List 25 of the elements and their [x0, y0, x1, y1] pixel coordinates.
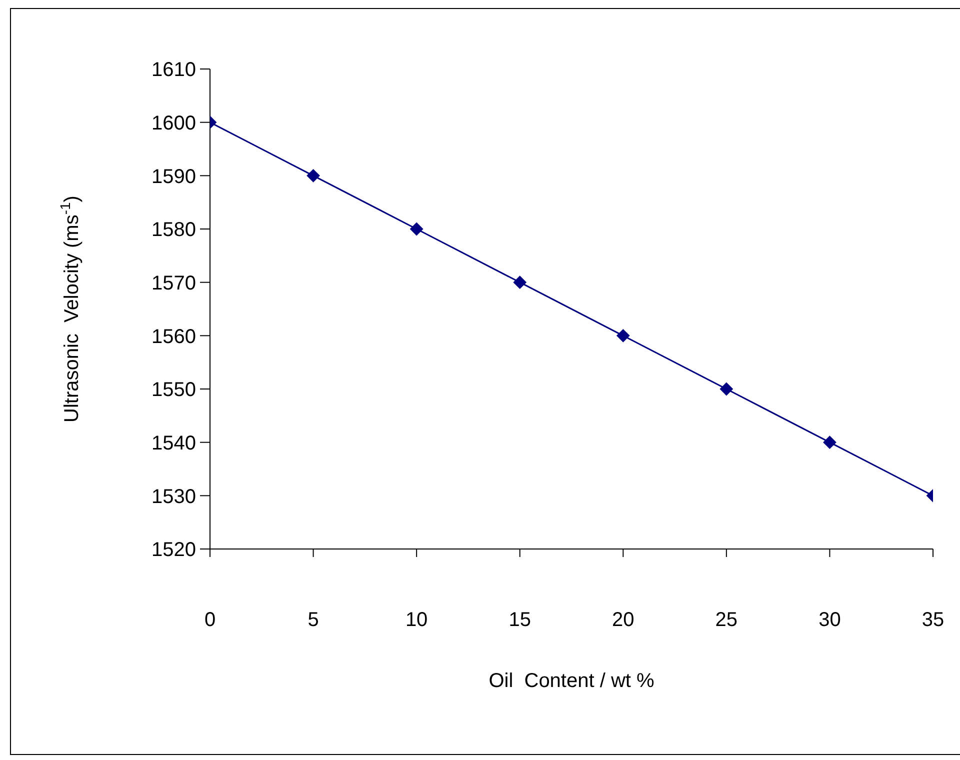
x-tick-label: 25	[715, 609, 738, 632]
x-tick-label: 10	[405, 609, 428, 632]
point	[410, 222, 424, 236]
y-tick-label: 1610	[152, 59, 196, 82]
y-tick-label: 1540	[152, 432, 196, 454]
x-tick-label: 0	[204, 609, 216, 632]
y-tick-label: 1570	[152, 272, 196, 294]
point	[720, 382, 733, 396]
point	[823, 436, 836, 449]
y-tick-label: 1590	[152, 166, 196, 188]
x-tick-label: 35	[922, 609, 944, 632]
x-tick-label: 30	[818, 609, 841, 632]
y-tick-label: 1580	[152, 219, 196, 242]
x-tick-label: 20	[612, 609, 634, 632]
point	[306, 169, 320, 182]
y-tick-label: 1550	[152, 379, 196, 402]
point	[616, 329, 630, 342]
x-axis-title: Oil Content / wt %	[488, 670, 655, 692]
point	[513, 276, 526, 289]
x-tick-label: 5	[308, 609, 319, 632]
y-tick-label: 1600	[152, 112, 196, 134]
y-tick-label: 1560	[152, 326, 196, 348]
y-tick-label: 1520	[152, 539, 196, 562]
x-tick-label: 15	[508, 609, 531, 632]
y-tick-label: 1530	[152, 486, 196, 508]
